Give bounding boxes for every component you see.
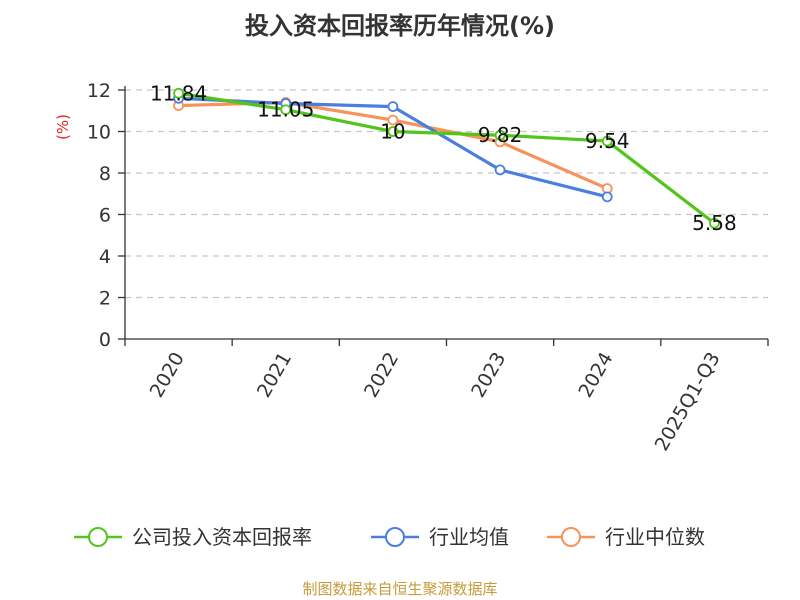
legend-label: 公司投入资本回报率 bbox=[132, 525, 312, 549]
x-tick-label: 2024 bbox=[574, 349, 617, 402]
x-tick-label: 2025Q1-Q3 bbox=[651, 349, 725, 455]
series-line-0 bbox=[178, 91, 716, 225]
chart-title: 投入资本回报率历年情况(%) bbox=[245, 12, 555, 40]
data-point bbox=[173, 87, 184, 99]
data-point bbox=[494, 164, 506, 176]
data-label: 10 bbox=[380, 120, 405, 144]
legend-marker bbox=[561, 527, 581, 547]
y-tick-label: 10 bbox=[87, 122, 111, 144]
axes: 0 2 4 6 8 10 12 2020 2021 2022 2023 2024 2025Q1-Q3 bbox=[87, 80, 769, 455]
legend-marker bbox=[385, 527, 405, 547]
data-point bbox=[601, 135, 613, 147]
data-label: 5.58 bbox=[692, 211, 737, 235]
x-tick-label: 2023 bbox=[467, 349, 510, 402]
y-tick-label: 2 bbox=[99, 288, 111, 310]
data-point bbox=[387, 114, 399, 126]
data-label: 11.84 bbox=[150, 81, 207, 105]
legend: 公司投入资本回报率 行业均值 行业中位数 bbox=[74, 525, 705, 549]
y-tick-label: 6 bbox=[99, 205, 111, 227]
data-labels: 11.84 11.05 10 9.82 9.54 5.58 bbox=[150, 81, 737, 235]
x-tick-label: 2020 bbox=[146, 349, 189, 402]
source-note: 制图数据来自恒生聚源数据库 bbox=[302, 580, 497, 598]
legend-label: 行业均值 bbox=[429, 525, 509, 549]
data-point bbox=[387, 126, 399, 137]
legend-marker bbox=[88, 527, 108, 547]
data-point bbox=[387, 101, 399, 112]
series-lines bbox=[173, 87, 720, 229]
y-tick-label: 0 bbox=[99, 329, 111, 351]
data-point bbox=[494, 129, 506, 141]
y-tick-label: 4 bbox=[99, 246, 111, 268]
y-axis-label: (%) bbox=[54, 114, 72, 140]
grid-lines bbox=[125, 89, 768, 299]
data-label: 9.82 bbox=[478, 123, 523, 147]
data-point bbox=[280, 104, 292, 116]
data-label: 9.54 bbox=[585, 129, 630, 153]
x-tick-label: 2021 bbox=[253, 349, 296, 402]
data-label: 11.05 bbox=[257, 98, 314, 122]
data-point bbox=[601, 191, 613, 203]
legend-label: 行业中位数 bbox=[605, 525, 705, 549]
x-tick-label: 2022 bbox=[360, 349, 403, 402]
y-tick-label: 12 bbox=[87, 80, 111, 102]
series-line-1 bbox=[178, 96, 608, 199]
data-point bbox=[709, 217, 720, 229]
y-tick-label: 8 bbox=[99, 163, 111, 185]
